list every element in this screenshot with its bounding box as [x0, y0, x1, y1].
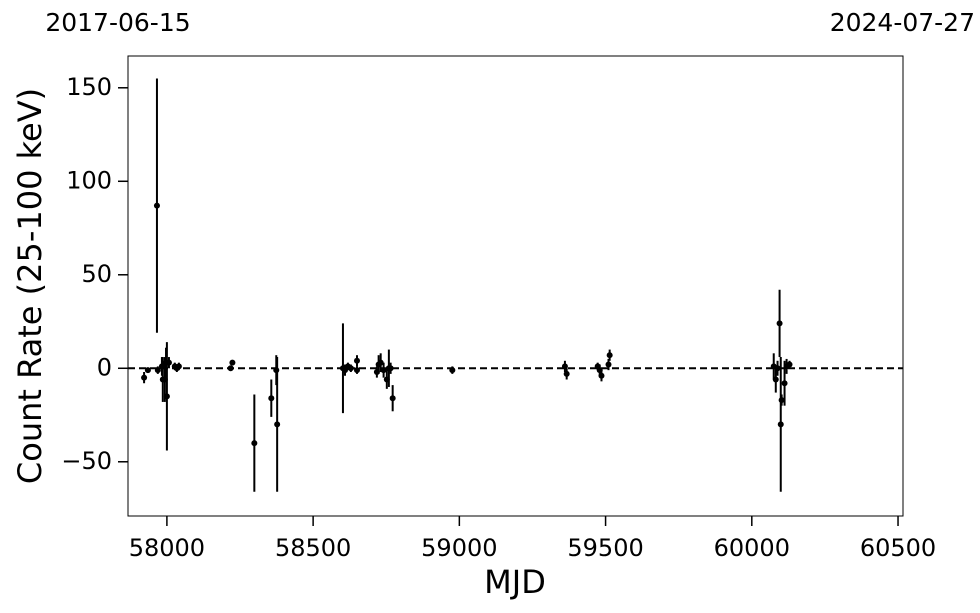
data-point [229, 359, 236, 366]
data-point [776, 320, 783, 327]
data-point [786, 361, 793, 368]
top-right-label: 2024-07-27 [830, 8, 975, 37]
x-tick-label: 58000 [129, 534, 205, 562]
data-point [605, 361, 612, 368]
data-point [387, 365, 394, 372]
data-point [377, 359, 384, 366]
data-point [141, 374, 148, 381]
data-point [165, 359, 172, 366]
x-tick-label: 59500 [567, 534, 643, 562]
plot-frame [127, 55, 904, 517]
x-tick-label: 60000 [714, 534, 790, 562]
data-point [153, 202, 160, 209]
x-tick-label: 60500 [860, 534, 936, 562]
data-point [347, 365, 354, 372]
data-point [175, 363, 182, 370]
data-point [380, 367, 387, 374]
data-point [227, 365, 234, 372]
x-tick-label: 59000 [421, 534, 497, 562]
data-point [251, 440, 258, 447]
data-point [163, 393, 170, 400]
data-point [274, 421, 281, 428]
data-point [606, 352, 613, 359]
y-axis-label: Count Rate (25-100 keV) [11, 88, 49, 484]
y-tick-label: 0 [97, 353, 112, 381]
y-tick-label: −50 [61, 447, 112, 475]
data-point [778, 397, 785, 404]
x-axis-label: MJD [484, 563, 546, 601]
data-point [353, 367, 360, 374]
y-tick-label: 100 [66, 166, 112, 194]
data-point [389, 395, 396, 402]
data-point [774, 365, 781, 372]
top-left-label: 2017-06-15 [45, 8, 190, 37]
data-point [777, 421, 784, 428]
data-point [268, 395, 275, 402]
data-point [144, 367, 151, 374]
data-point [781, 380, 788, 387]
data-point [353, 357, 360, 364]
y-tick-label: 150 [66, 73, 112, 101]
data-point [154, 367, 161, 374]
data-point [598, 372, 605, 379]
x-tick-label: 58500 [275, 534, 351, 562]
data-point [561, 363, 568, 370]
data-point [449, 367, 456, 374]
y-tick-label: 50 [81, 260, 112, 288]
data-point [563, 370, 570, 377]
data-point [772, 376, 779, 383]
